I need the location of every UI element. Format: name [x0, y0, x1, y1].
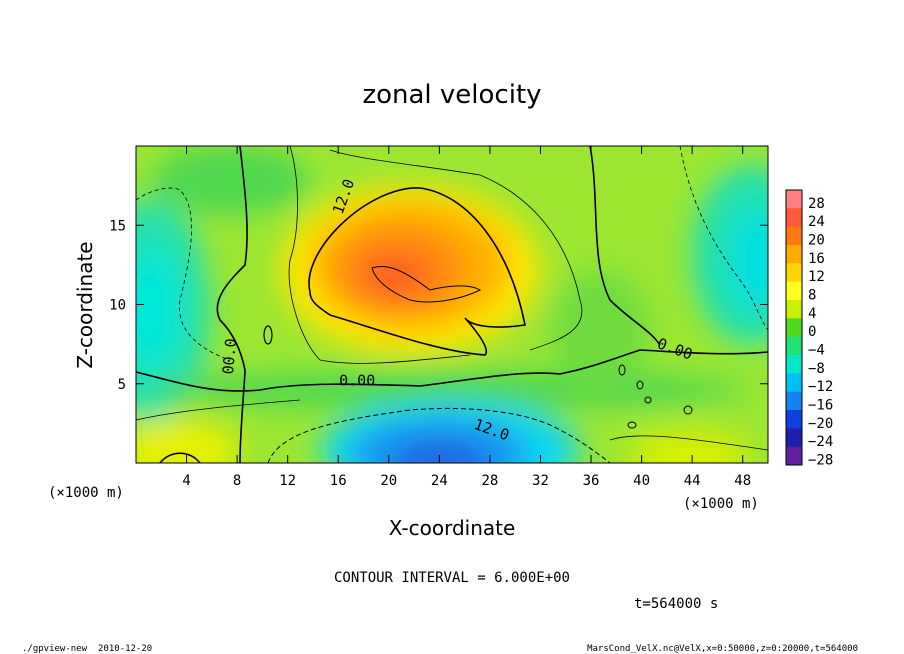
heatmap-field — [136, 146, 768, 463]
contour-interval-text: CONTOUR INTERVAL = 6.000E+00 — [334, 570, 570, 586]
y-tick-label: 5 — [118, 377, 126, 393]
x-tick-label: 32 — [532, 473, 549, 489]
colorbar-swatch — [786, 355, 802, 374]
colorbar-swatch — [786, 318, 802, 338]
colorbar-label: 12 — [808, 269, 825, 285]
colorbar-label: 0 — [808, 324, 816, 340]
x-tick-label: 48 — [734, 473, 751, 489]
colorbar-swatch — [786, 446, 802, 466]
x-unit-label: (×1000 m) — [683, 496, 759, 512]
x-tick-label: 36 — [583, 473, 600, 489]
colorbar-label: −16 — [808, 397, 833, 413]
colorbar-label: 28 — [808, 196, 825, 212]
x-tick-label: 4 — [182, 473, 190, 489]
program-name-text: ./gpview-new — [22, 644, 88, 654]
colorbar-label: −24 — [808, 434, 833, 450]
colorbar-label: 16 — [808, 251, 825, 267]
colorbar-swatch — [786, 300, 802, 319]
x-tick-label: 8 — [233, 473, 241, 489]
x-tick-label: 16 — [330, 473, 347, 489]
colorbar-swatch — [786, 281, 802, 301]
x-tick-label: 24 — [431, 473, 448, 489]
y-axis-label: Z-coordinate — [73, 241, 97, 368]
colorbar-label: 4 — [808, 306, 816, 322]
y-tick-label: 15 — [109, 218, 126, 234]
colorbar-swatch — [786, 245, 802, 264]
colorbar-label: 20 — [808, 232, 825, 248]
x-tick-label: 28 — [481, 473, 498, 489]
time-stamp-text: t=564000 s — [634, 596, 718, 612]
y-axis-ticks: 5 10 15 — [109, 218, 768, 393]
colorbar-swatch — [786, 208, 802, 228]
colorbar-swatch — [786, 428, 802, 448]
colorbar-swatch — [786, 410, 802, 429]
colorbar-label: 8 — [808, 287, 816, 303]
colorbar-swatch — [786, 373, 802, 393]
colorbar-label: −28 — [808, 452, 833, 468]
source-info-text: MarsCond_VelX.nc@VelX,x=0:50000,z=0:2000… — [587, 644, 858, 654]
z-unit-label: (×1000 m) — [48, 485, 124, 501]
colorbar: 28 24 20 16 12 8 4 0 −4 −8 −12 −16 −20 −24 −28 — [785, 189, 833, 468]
x-tick-label: 44 — [684, 473, 701, 489]
colorbar-swatch — [786, 336, 802, 356]
colorbar-label: −4 — [808, 342, 825, 358]
x-tick-label: 20 — [380, 473, 397, 489]
colorbar-label: −12 — [808, 379, 833, 395]
colorbar-swatch — [786, 263, 802, 283]
y-tick-label: 10 — [109, 298, 126, 314]
x-tick-label: 40 — [633, 473, 650, 489]
date-text: 2010-12-20 — [98, 644, 152, 654]
colorbar-swatch — [786, 226, 802, 246]
contour-label: 0.00 — [339, 371, 375, 389]
chart-title: zonal velocity — [362, 80, 541, 110]
x-axis-label: X-coordinate — [389, 516, 516, 540]
contour-lines — [136, 146, 768, 463]
x-tick-label: 12 — [279, 473, 296, 489]
colorbar-frame — [785, 189, 803, 466]
colorbar-swatch — [786, 190, 802, 209]
colorbar-label: 24 — [808, 214, 825, 230]
colorbar-label: −8 — [808, 361, 825, 377]
colorbar-label: −20 — [808, 416, 833, 432]
x-axis-ticks: 4 8 12 16 20 24 28 32 36 40 44 48 — [182, 146, 751, 489]
contour-label: 00.0 — [219, 338, 240, 376]
colorbar-swatch — [786, 391, 802, 411]
